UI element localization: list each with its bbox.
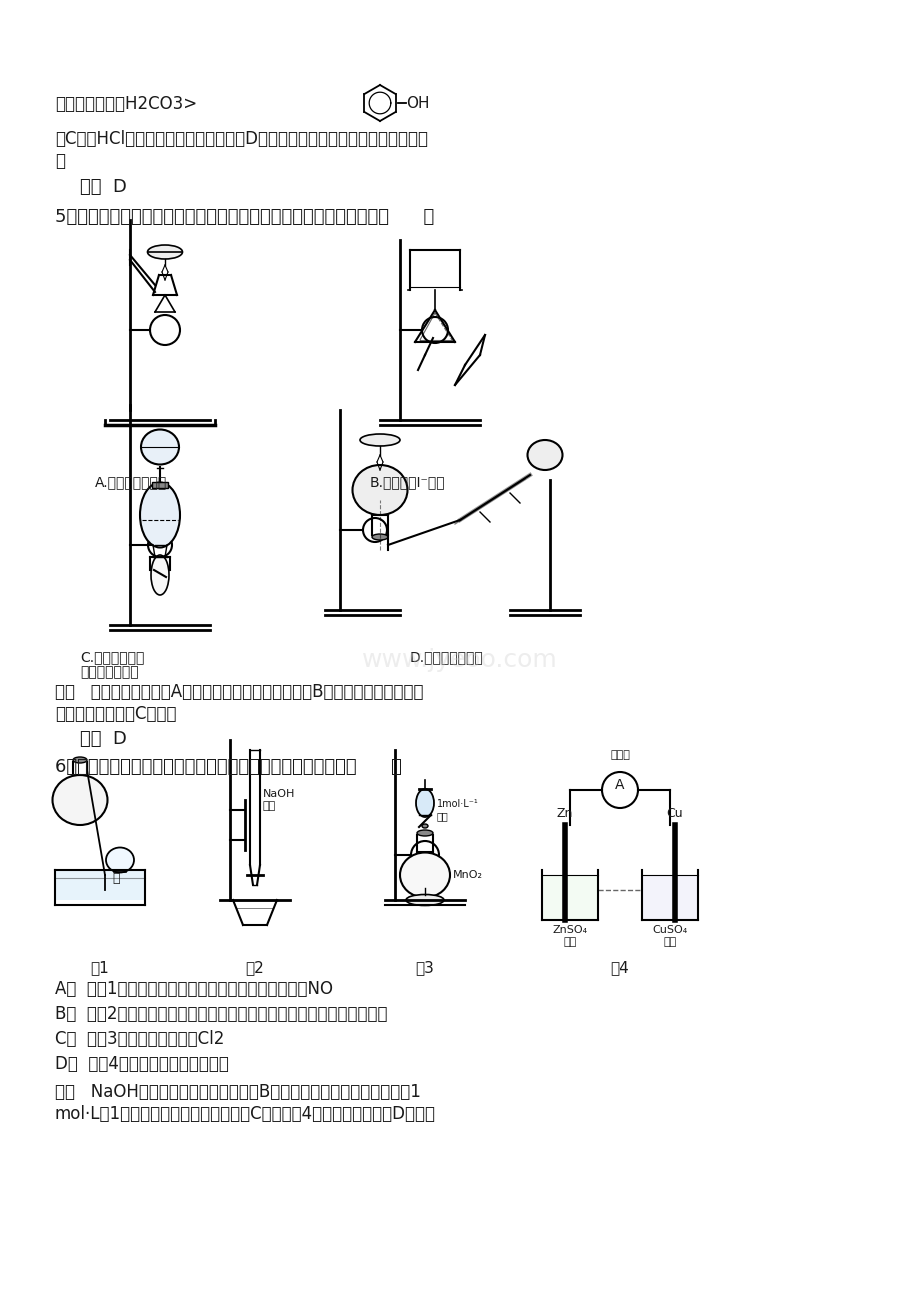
Text: 流出碘的苯溶液: 流出碘的苯溶液 — [80, 665, 139, 680]
Text: ，应从上层倒出，C项错。: ，应从上层倒出，C项错。 — [55, 704, 176, 723]
Text: C.萃取后从下口: C.萃取后从下口 — [80, 650, 144, 664]
Text: 1mol·L⁻¹
盐酸: 1mol·L⁻¹ 盐酸 — [437, 799, 478, 820]
Text: ，说明了酸性：H2CO3>: ，说明了酸性：H2CO3> — [55, 95, 197, 113]
Ellipse shape — [359, 434, 400, 447]
Text: A．  用图1所示装置进行稀硝酸与铜的反应制取并收集NO: A． 用图1所示装置进行稀硝酸与铜的反应制取并收集NO — [55, 980, 333, 999]
Text: A.将海带灼烧成灰: A.将海带灼烧成灰 — [95, 475, 167, 490]
Ellipse shape — [416, 829, 433, 836]
Text: D．  用图4所示装置检验电流的方向: D． 用图4所示装置检验电流的方向 — [55, 1055, 229, 1073]
Bar — [641, 875, 698, 921]
Ellipse shape — [151, 555, 169, 595]
Ellipse shape — [422, 824, 427, 828]
Bar — [55, 870, 145, 900]
Text: www.jyeoo.com: www.jyeoo.com — [362, 648, 557, 672]
Text: 解析   用坩埚灼烧固体，A项错；过滤应用玻璃棒引流，B项错；苯的密度比水小: 解析 用坩埚灼烧固体，A项错；过滤应用玻璃棒引流，B项错；苯的密度比水小 — [55, 684, 423, 700]
Text: D.分离碘并回收苯: D.分离碘并回收苯 — [410, 650, 483, 664]
Ellipse shape — [73, 756, 87, 763]
Bar — [152, 482, 168, 488]
Ellipse shape — [527, 440, 562, 470]
Ellipse shape — [141, 430, 179, 465]
Text: 图1: 图1 — [91, 960, 109, 975]
Text: 解析   NaOH溶液应放在碱式滴定管内，B项错；制取氯气必须用浓盐酸，1: 解析 NaOH溶液应放在碱式滴定管内，B项错；制取氯气必须用浓盐酸，1 — [55, 1083, 420, 1101]
Text: 水: 水 — [112, 871, 119, 884]
Text: Cu: Cu — [666, 807, 683, 820]
Text: B．  用图2所示装置进行用已知浓度的氢氧化钠溶液测定盐酸浓度的实验: B． 用图2所示装置进行用已知浓度的氢氧化钠溶液测定盐酸浓度的实验 — [55, 1005, 387, 1023]
Bar — [541, 875, 597, 921]
Text: B.过滤得含I⁻溶液: B.过滤得含I⁻溶液 — [369, 475, 445, 490]
Ellipse shape — [415, 789, 434, 816]
Text: 6．下列有关实验装置进行的相应实验，能达到实验目的的是（      ）: 6．下列有关实验装置进行的相应实验，能达到实验目的的是（ ） — [55, 758, 402, 776]
Text: mol·L－1的盐酸不能与二氧化锰反应，C项错；图4未形成闭合回路，D项错。: mol·L－1的盐酸不能与二氧化锰反应，C项错；图4未形成闭合回路，D项错。 — [55, 1105, 436, 1124]
Text: NaOH
溶液: NaOH 溶液 — [263, 789, 295, 811]
Ellipse shape — [140, 483, 180, 548]
Text: 电流表: 电流表 — [609, 750, 630, 760]
Text: 图3: 图3 — [415, 960, 434, 975]
Text: 答案  D: 答案 D — [80, 730, 127, 749]
Ellipse shape — [352, 465, 407, 516]
Ellipse shape — [52, 775, 108, 825]
Text: A: A — [615, 779, 624, 792]
Text: MnO₂: MnO₂ — [452, 870, 482, 880]
Ellipse shape — [371, 534, 388, 540]
Text: 5．从海带中提取碘的实验过程中，涉及到下列操作，其中正确的是（      ）: 5．从海带中提取碘的实验过程中，涉及到下列操作，其中正确的是（ ） — [55, 208, 434, 227]
Ellipse shape — [405, 894, 444, 905]
Text: CuSO₄
溶液: CuSO₄ 溶液 — [652, 924, 686, 947]
Ellipse shape — [153, 575, 165, 582]
Ellipse shape — [400, 853, 449, 897]
Text: 图4: 图4 — [610, 960, 629, 975]
Text: ；C项，HCl极易溶于水，可防止倒吸；D项为洗气装置，气体应从长管进短管出: ；C项，HCl极易溶于水，可防止倒吸；D项为洗气装置，气体应从长管进短管出 — [55, 130, 427, 148]
Ellipse shape — [106, 848, 134, 872]
Text: 。: 。 — [55, 152, 65, 171]
Text: 图2: 图2 — [245, 960, 264, 975]
Text: 答案  D: 答案 D — [80, 178, 127, 197]
Text: ZnSO₄
溶液: ZnSO₄ 溶液 — [551, 924, 587, 947]
Text: OH: OH — [405, 96, 429, 111]
Text: Zn: Zn — [556, 807, 573, 820]
Ellipse shape — [147, 245, 182, 259]
Text: C．  用图3所示装置制取少量Cl2: C． 用图3所示装置制取少量Cl2 — [55, 1030, 224, 1048]
Circle shape — [601, 772, 637, 809]
